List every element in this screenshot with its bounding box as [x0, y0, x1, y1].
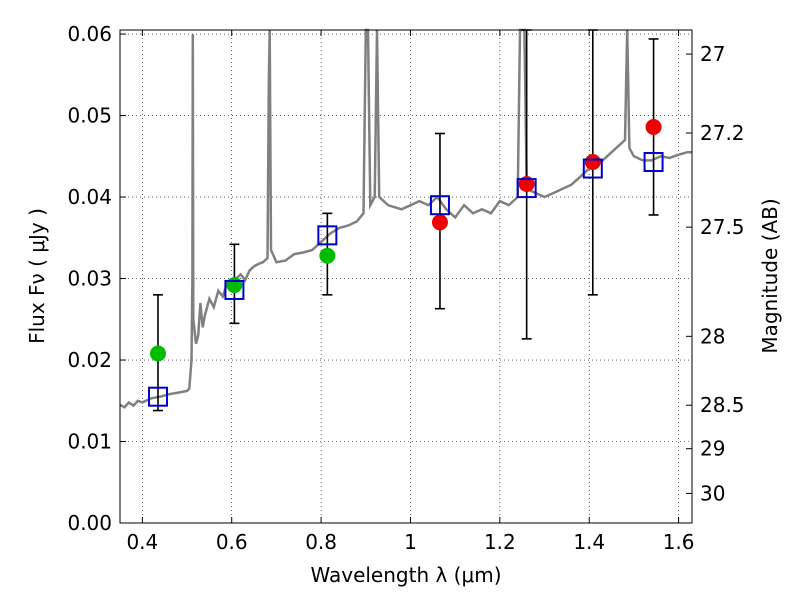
model-points — [147, 152, 664, 407]
observed-point — [149, 345, 166, 362]
right-axis-label: Magnitude (AB) — [758, 198, 782, 353]
right-tick-label: 27.5 — [700, 215, 745, 239]
model-point — [582, 158, 603, 179]
right-tick-label: 28 — [700, 324, 725, 348]
observed-point — [431, 214, 448, 231]
right-tick-label: 29 — [700, 437, 725, 461]
observed-point — [645, 118, 662, 135]
right-tick-label: 27 — [700, 42, 725, 66]
y-tick-labels: 0.00 0.01 0.02 0.03 0.04 0.05 0.06 — [67, 22, 112, 535]
model-point — [224, 279, 245, 300]
x-tick-label: 0.6 — [216, 530, 248, 554]
plot-frame — [119, 29, 693, 524]
model-point — [317, 225, 338, 246]
y-tick-label: 0.06 — [67, 22, 112, 46]
model-point — [643, 152, 664, 173]
y-tick-label: 0.04 — [67, 185, 112, 209]
right-tick-label: 28.5 — [700, 393, 745, 417]
model-point — [147, 386, 168, 407]
right-tick-labels: 27 27.2 27.5 28 28.5 29 30 — [700, 42, 745, 505]
y-tick-label: 0.00 — [67, 511, 112, 535]
y-axis-label: Flux Fν ( μJy ) — [25, 208, 49, 344]
observed-point — [226, 277, 243, 294]
x-tick-labels: 0.4 0.6 0.8 1 1.2 1.4 1.6 — [126, 530, 694, 554]
y-tick-label: 0.02 — [67, 348, 112, 372]
y-tick-label: 0.05 — [67, 104, 112, 128]
model-point — [429, 195, 450, 216]
right-tick-label: 30 — [700, 481, 725, 505]
model-spectrum — [119, 28, 692, 409]
x-axis-label: Wavelength λ (μm) — [310, 563, 501, 587]
x-tick-label: 0.4 — [126, 530, 158, 554]
x-tick-label: 1.4 — [573, 530, 605, 554]
right-tick-label: 27.2 — [700, 121, 745, 145]
x-tick-label: 0.8 — [305, 530, 337, 554]
x-tick-label: 1.6 — [663, 530, 695, 554]
y-tick-label: 0.03 — [67, 267, 112, 291]
axis-ticks — [120, 30, 692, 524]
model-point — [516, 178, 537, 199]
spectrum-line — [119, 28, 692, 409]
y-tick-label: 0.01 — [67, 430, 112, 454]
observed-point — [584, 154, 601, 171]
observed-point — [319, 247, 336, 264]
x-tick-label: 1 — [404, 530, 417, 554]
x-tick-label: 1.2 — [484, 530, 516, 554]
